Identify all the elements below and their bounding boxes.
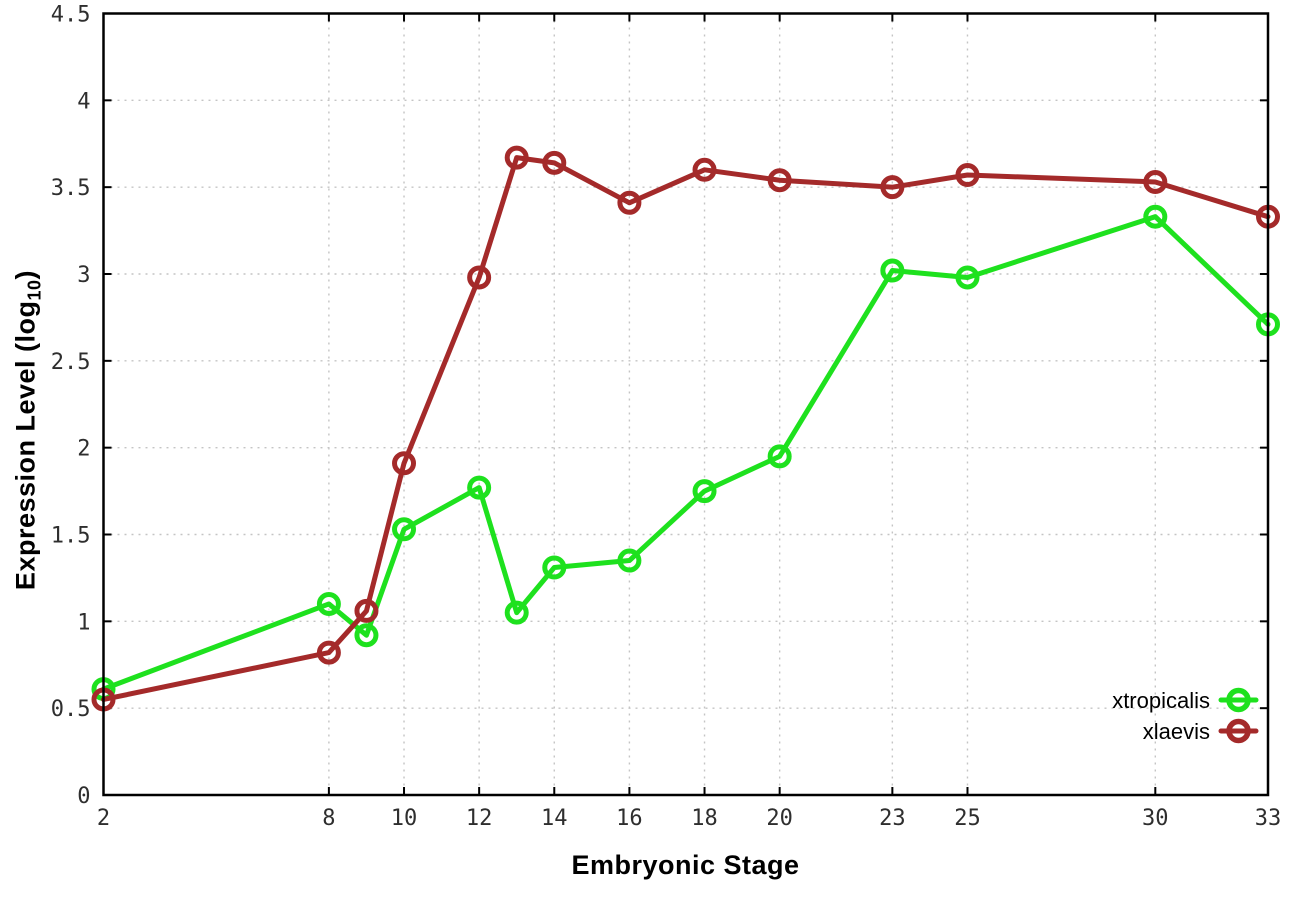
y-tick-label: 4.5 bbox=[51, 3, 91, 28]
x-tick-label: 33 bbox=[1255, 806, 1282, 831]
legend-label-xlaevis: xlaevis bbox=[1143, 719, 1210, 744]
legend-marker-xtropicalis bbox=[1226, 687, 1251, 713]
series-xlaevis bbox=[91, 145, 1280, 712]
series-line-xtropicalis bbox=[101, 214, 1271, 692]
legend-marker-xlaevis bbox=[1226, 718, 1251, 744]
legend: xtropicalis xlaevis bbox=[1112, 687, 1259, 744]
marker-xlaevis bbox=[467, 265, 492, 290]
legend-entry-xlaevis: xlaevis bbox=[1143, 718, 1259, 744]
marker-xlaevis bbox=[504, 145, 529, 170]
marker-xtropicalis bbox=[354, 623, 379, 648]
x-axis-title: Embryonic Stage bbox=[571, 850, 800, 880]
x-tick-label: 23 bbox=[879, 806, 906, 831]
legend-label-xtropicalis: xtropicalis bbox=[1112, 688, 1210, 713]
marker-xtropicalis bbox=[316, 591, 341, 616]
x-tick-label: 18 bbox=[691, 806, 718, 831]
series-line-xlaevis bbox=[101, 155, 1271, 702]
marker-xlaevis bbox=[1143, 169, 1168, 194]
y-tick-label: 4 bbox=[77, 89, 90, 114]
x-tick-label: 20 bbox=[766, 806, 793, 831]
marker-xlaevis bbox=[880, 175, 905, 200]
marker-xtropicalis bbox=[504, 600, 529, 625]
y-tick-label: 0.5 bbox=[51, 697, 91, 722]
marker-xtropicalis bbox=[467, 475, 492, 500]
series-xtropicalis bbox=[91, 204, 1280, 702]
marker-xlaevis bbox=[542, 150, 567, 175]
x-tick-label: 2 bbox=[97, 806, 110, 831]
x-tick-label: 14 bbox=[541, 806, 568, 831]
marker-xlaevis bbox=[767, 168, 792, 193]
x-tick-label: 8 bbox=[322, 806, 335, 831]
y-axis-title-subscript: 10 bbox=[24, 279, 45, 301]
x-tick-label: 25 bbox=[954, 806, 981, 831]
y-tick-label: 1 bbox=[77, 610, 90, 635]
marker-xtropicalis bbox=[542, 555, 567, 580]
marker-xtropicalis bbox=[767, 444, 792, 469]
x-tick-label: 12 bbox=[466, 806, 493, 831]
marker-xtropicalis bbox=[692, 479, 717, 504]
y-tick-label: 0 bbox=[77, 784, 90, 809]
marker-xtropicalis bbox=[880, 258, 905, 283]
marker-xtropicalis bbox=[955, 265, 980, 290]
marker-xtropicalis bbox=[617, 548, 642, 573]
legend-entry-xtropicalis: xtropicalis bbox=[1112, 687, 1259, 713]
grid-lines bbox=[102, 12, 1269, 796]
x-tick-label: 16 bbox=[616, 806, 643, 831]
axis-ticks bbox=[102, 12, 1269, 796]
marker-xtropicalis bbox=[1143, 204, 1168, 229]
marker-xlaevis bbox=[617, 190, 642, 215]
marker-xlaevis bbox=[955, 163, 980, 188]
plot-border bbox=[102, 12, 1270, 797]
y-tick-label: 3 bbox=[77, 263, 90, 288]
x-tick-label: 10 bbox=[391, 806, 418, 831]
y-tick-label: 1.5 bbox=[51, 524, 91, 549]
y-axis-title: Expression Level (log10) bbox=[11, 270, 46, 590]
y-tick-label: 2 bbox=[77, 437, 90, 462]
y-tick-label: 3.5 bbox=[51, 176, 91, 201]
y-axis-title-text: Expression Level (log bbox=[10, 300, 41, 591]
marker-xlaevis bbox=[692, 157, 717, 182]
marker-xlaevis bbox=[392, 451, 417, 476]
marker-xlaevis bbox=[354, 598, 379, 623]
y-axis-title-close-paren: ) bbox=[10, 269, 41, 280]
x-tick-label: 30 bbox=[1142, 806, 1169, 831]
tick-labels: 2 8 10 12 14 16 18 20 23 25 30 33 0 0.5 1 1.5 2 2.5 3 3.5 4 4… bbox=[51, 3, 1282, 832]
marker-xtropicalis bbox=[392, 517, 417, 542]
y-tick-label: 2.5 bbox=[51, 350, 91, 375]
marker-xlaevis bbox=[316, 640, 341, 665]
